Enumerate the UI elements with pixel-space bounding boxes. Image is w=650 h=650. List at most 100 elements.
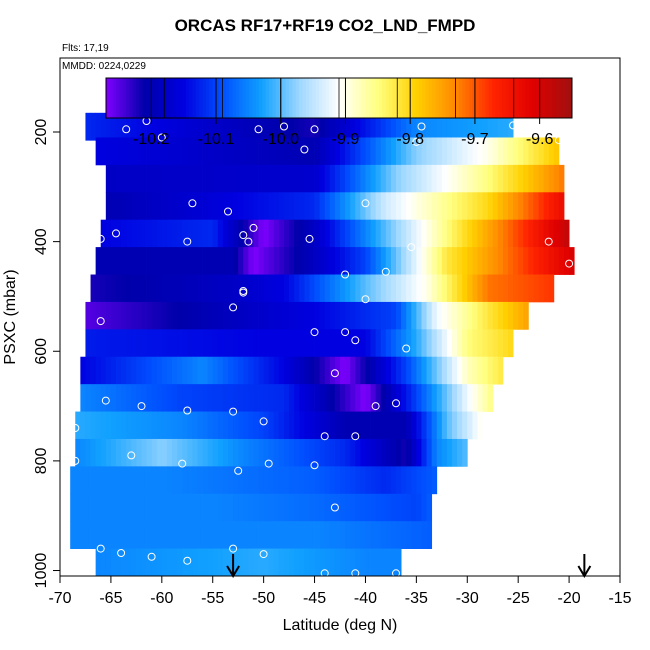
colorbar-segment [322,78,327,118]
heatmap-cell [467,329,473,358]
heatmap-cell [141,164,147,193]
heatmap-cell [95,356,102,385]
heatmap-cell [238,438,244,467]
heatmap-cell [436,192,443,221]
heatmap-cell [151,521,158,549]
heatmap-cell [324,112,331,141]
heatmap-cell [146,301,153,330]
heatmap-cell [273,274,280,303]
heatmap-cell [238,384,244,412]
heatmap-cell [390,164,397,193]
heatmap-cell [197,493,203,522]
heatmap-cell [121,329,127,358]
heatmap-cell [508,219,514,248]
colorbar-segment [362,78,367,118]
heatmap-cell [258,384,265,412]
heatmap-cell [263,548,270,576]
heatmap-cell [543,164,550,193]
data-point [112,229,120,238]
heatmap-cell [284,301,290,330]
heatmap-cell [431,112,438,141]
heatmap-cell [513,247,519,275]
heatmap-cell [217,411,224,440]
heatmap-cell [309,219,315,248]
y-tick-label: 200 [33,119,50,146]
heatmap-cell [253,247,259,275]
colorbar-segment [438,78,443,118]
heatmap-cell [253,329,259,358]
heatmap-cell [85,112,91,141]
heatmap-cell [243,164,249,193]
heatmap-cell [436,137,443,166]
colorbar-segment [372,78,377,118]
heatmap-cell [446,329,453,358]
colorbar-segment [442,78,447,118]
heatmap-cell [136,329,142,358]
heatmap-cell [284,384,290,412]
heatmap-cell [340,192,346,221]
heatmap-cell [319,219,326,248]
heatmap-cell [268,493,275,522]
heatmap-cell [375,192,382,221]
x-tick-label: -70 [48,590,71,607]
heatmap-cell [222,112,229,141]
heatmap-cell [426,137,433,166]
heatmap-cell [222,466,229,495]
heatmap-cell [212,137,219,166]
heatmap-cell [452,301,458,330]
colorbar-segment [352,78,357,118]
heatmap-cell [304,521,310,549]
heatmap-cell [345,219,351,248]
heatmap-cell [543,219,550,248]
heatmap-cell [340,438,346,467]
heatmap-cell [462,301,468,330]
heatmap-cell [314,137,321,166]
heatmap-cell [304,329,310,358]
data-point [351,432,360,441]
heatmap-cell [90,274,97,303]
heatmap-cell [131,329,137,358]
heatmap-cell [192,548,198,576]
heatmap-cell [370,247,377,275]
data-point [554,136,563,145]
heatmap-cell [345,274,351,303]
heatmap-cell [248,356,254,385]
colorbar-segment [225,78,230,118]
colorbar-segment [169,78,174,118]
colorbar-segment [259,78,263,118]
heatmap-cell [518,301,524,330]
heatmap-cell [477,329,483,358]
heatmap-cell [329,112,336,141]
heatmap-cell [202,137,209,166]
heatmap-cell [243,112,249,141]
heatmap-cell [263,247,270,275]
heatmap-cell [228,329,234,358]
heatmap-cell [212,164,219,193]
heatmap-cell [105,301,112,330]
heatmap-cell [294,247,300,275]
heatmap-cell [116,247,122,275]
heatmap-cell [396,356,402,385]
colorbar-segment [532,78,536,118]
heatmap-cell [217,493,224,522]
heatmap-cell [340,137,346,166]
heatmap-cell [462,411,468,440]
heatmap-cell [462,329,468,358]
heatmap-cell [370,219,377,248]
heatmap-cell [553,164,560,193]
heatmap-cell [334,548,341,576]
heatmap-cell [314,548,321,576]
heatmap-cell [289,164,295,193]
heatmap-cell [334,247,341,275]
heatmap-cell [172,411,178,440]
heatmap-cell [136,219,142,248]
heatmap-cell [380,112,387,141]
heatmap-cell [319,192,326,221]
heatmap-cell [131,219,137,248]
x-tick-label: -15 [608,590,631,607]
colorbar-segment [418,78,423,118]
colorbar-segment [142,78,147,118]
heatmap-cell [324,493,331,522]
heatmap-cell [340,521,346,549]
heatmap-cell [192,356,198,385]
